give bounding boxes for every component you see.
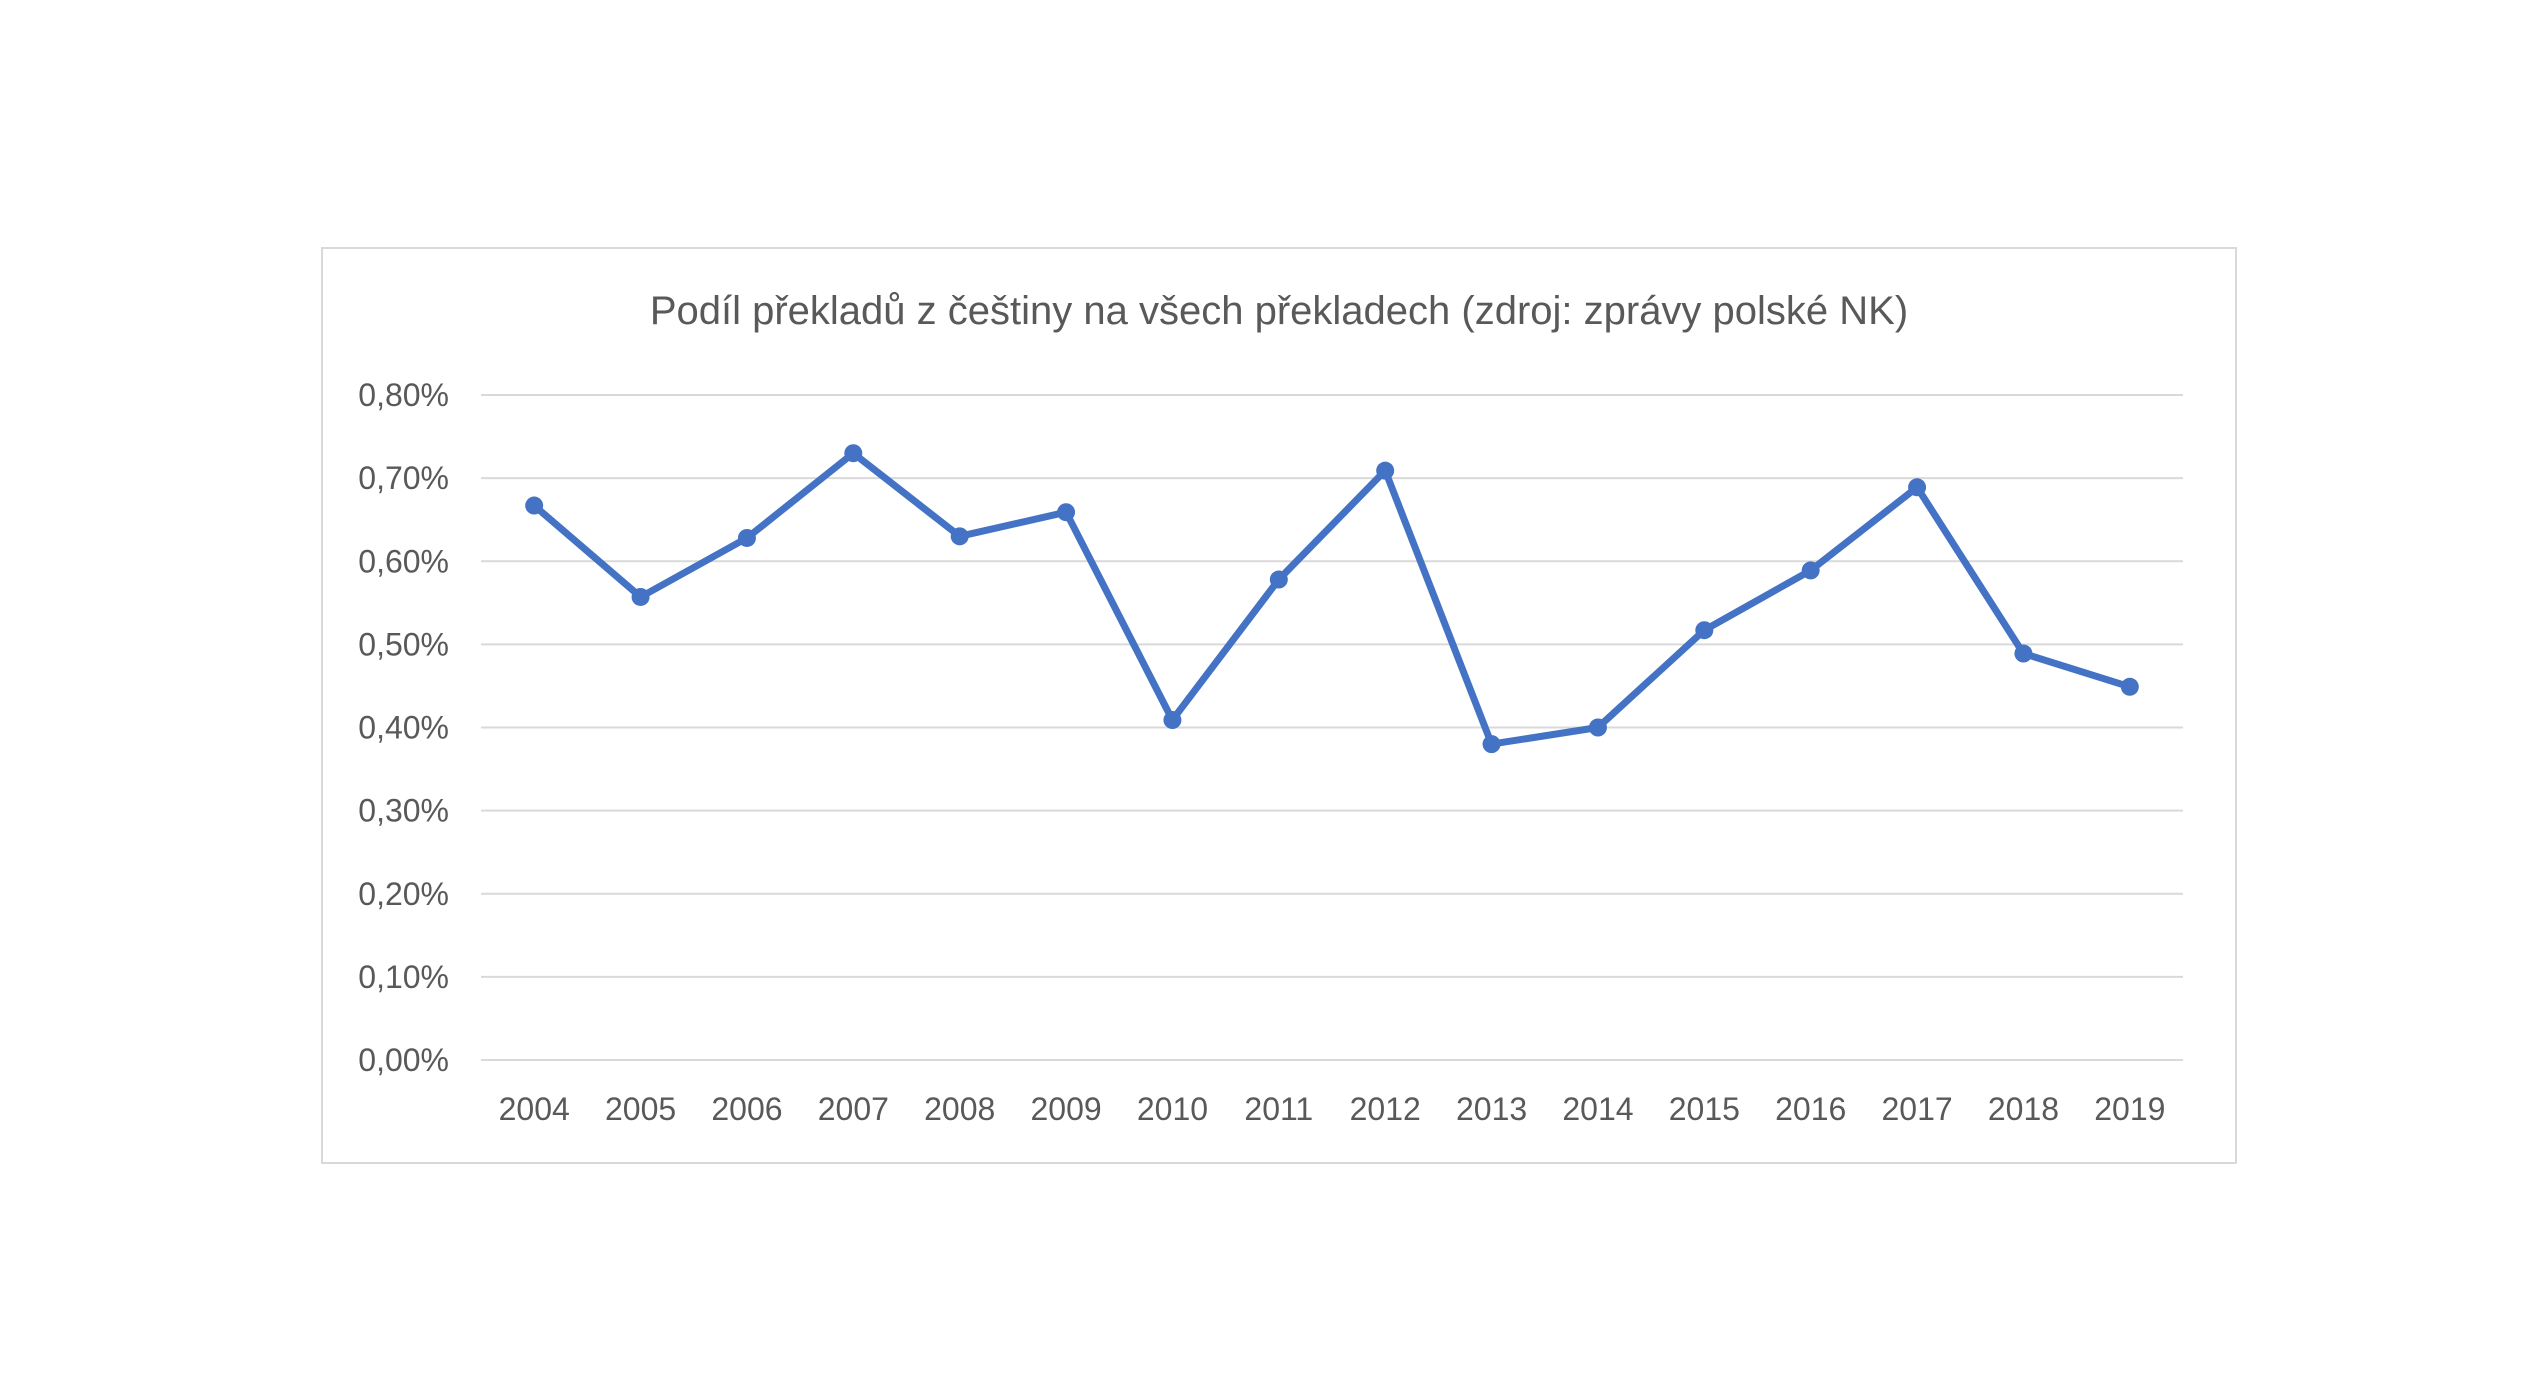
data-point bbox=[1269, 570, 1288, 589]
x-tick-label: 2006 bbox=[711, 1091, 782, 1127]
data-point bbox=[1908, 478, 1927, 497]
x-tick-label: 2008 bbox=[924, 1091, 995, 1127]
y-tick-label: 0,10% bbox=[358, 959, 449, 995]
series-line bbox=[530, 449, 2134, 748]
x-axis-ticks: 2004 2005 2006 2007 2008 2009 2010 2011 2012 2013… bbox=[499, 1091, 2166, 1127]
x-tick-label: 2011 bbox=[1244, 1091, 1313, 1127]
y-tick-label: 0,00% bbox=[358, 1042, 449, 1078]
data-point bbox=[631, 587, 650, 606]
x-tick-label: 2012 bbox=[1350, 1091, 1421, 1127]
data-point bbox=[1057, 503, 1076, 522]
x-tick-label: 2013 bbox=[1456, 1091, 1527, 1127]
data-point bbox=[1163, 711, 1182, 730]
chart-title: Podíl překladů z češtiny na všech překla… bbox=[649, 289, 1909, 333]
data-point bbox=[1376, 461, 1395, 480]
x-tick-label: 2010 bbox=[1137, 1091, 1208, 1127]
x-tick-label: 2017 bbox=[1881, 1091, 1952, 1127]
series bbox=[525, 444, 2139, 754]
y-tick-label: 0,80% bbox=[358, 377, 449, 413]
data-point bbox=[1482, 735, 1501, 754]
x-tick-label: 2004 bbox=[499, 1091, 570, 1127]
y-tick-label: 0,50% bbox=[358, 626, 449, 662]
y-tick-label: 0,70% bbox=[358, 460, 449, 496]
x-tick-label: 2005 bbox=[605, 1091, 676, 1127]
y-tick-label: 0,30% bbox=[358, 793, 449, 829]
data-point bbox=[1588, 718, 1607, 737]
gridlines bbox=[481, 394, 2183, 1061]
data-point bbox=[844, 444, 863, 463]
y-tick-label: 0,60% bbox=[358, 543, 449, 579]
x-tick-label: 2018 bbox=[1988, 1091, 2059, 1127]
x-tick-label: 2007 bbox=[818, 1091, 889, 1127]
y-tick-label: 0,20% bbox=[358, 876, 449, 912]
x-tick-label: 2009 bbox=[1030, 1091, 1101, 1127]
x-tick-label: 2015 bbox=[1669, 1091, 1740, 1127]
x-tick-label: 2014 bbox=[1562, 1091, 1633, 1127]
data-point bbox=[525, 496, 544, 515]
data-point bbox=[1801, 561, 1820, 580]
data-point bbox=[737, 528, 756, 547]
chart-frame: Podíl překladů z češtiny na všech překla… bbox=[321, 247, 2237, 1164]
data-point bbox=[2120, 677, 2139, 696]
x-tick-label: 2019 bbox=[2094, 1091, 2165, 1127]
y-axis-ticks: 0,00% 0,10% 0,20% 0,30% 0,40% 0,50% 0,60% 0,70%… bbox=[358, 377, 449, 1078]
line-chart: 0,00% 0,10% 0,20% 0,30% 0,40% 0,50% 0,60% 0,70%… bbox=[358, 377, 2183, 1127]
x-tick-label: 2016 bbox=[1775, 1091, 1846, 1127]
data-point bbox=[2014, 644, 2033, 663]
data-point bbox=[950, 527, 969, 546]
y-tick-label: 0,40% bbox=[358, 710, 449, 746]
data-point bbox=[1695, 621, 1714, 640]
